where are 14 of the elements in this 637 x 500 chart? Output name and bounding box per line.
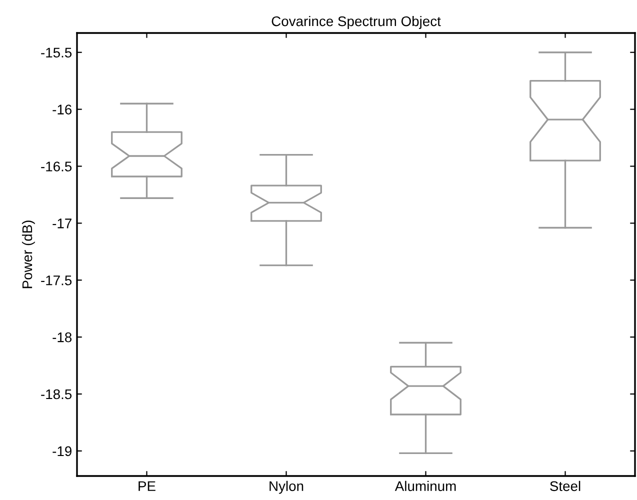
y-tick-label: -16 [52, 104, 72, 114]
x-tick-label: Aluminum [394, 480, 456, 492]
y-tick-label: -17 [52, 218, 72, 228]
x-tick-label: Steel [550, 480, 580, 492]
chart-title: Covarince Spectrum Object [272, 16, 441, 29]
y-axis-title: Power (dB) [22, 220, 35, 288]
y-tick-label: -17.5 [41, 276, 72, 286]
x-tick-label: Nylon [270, 480, 304, 494]
y-tick-label: -19 [52, 446, 72, 456]
y-tick-label: -16.5 [41, 162, 72, 172]
x-tick-label: PE [138, 481, 156, 491]
y-tick-label: -15.5 [41, 48, 72, 58]
y-tick-label: -18.5 [41, 389, 72, 400]
y-tick-label: -18 [52, 332, 72, 342]
